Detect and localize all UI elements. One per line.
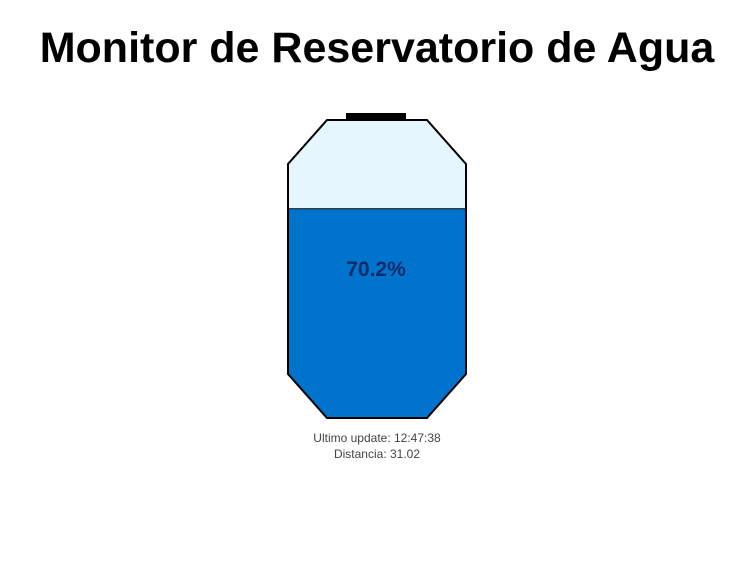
- tank-level-label: 70.2%: [346, 258, 406, 281]
- water-tank: 70.2%: [280, 108, 472, 426]
- distance-text: Distancia: 31.02: [333, 447, 421, 461]
- tank-cap: [346, 113, 406, 120]
- last-update-text: Ultimo update: 12:47:38: [313, 431, 441, 445]
- page-title: Monitor de Reservatorio de Agua: [39, 24, 715, 72]
- tank-outline: [287, 119, 467, 419]
- status-panel: Ultimo update: 12:47:38 Distancia: 31.02: [0, 430, 754, 462]
- tank-water-fill: [288, 208, 466, 418]
- water-tank-graphic: 70.2%: [287, 113, 467, 419]
